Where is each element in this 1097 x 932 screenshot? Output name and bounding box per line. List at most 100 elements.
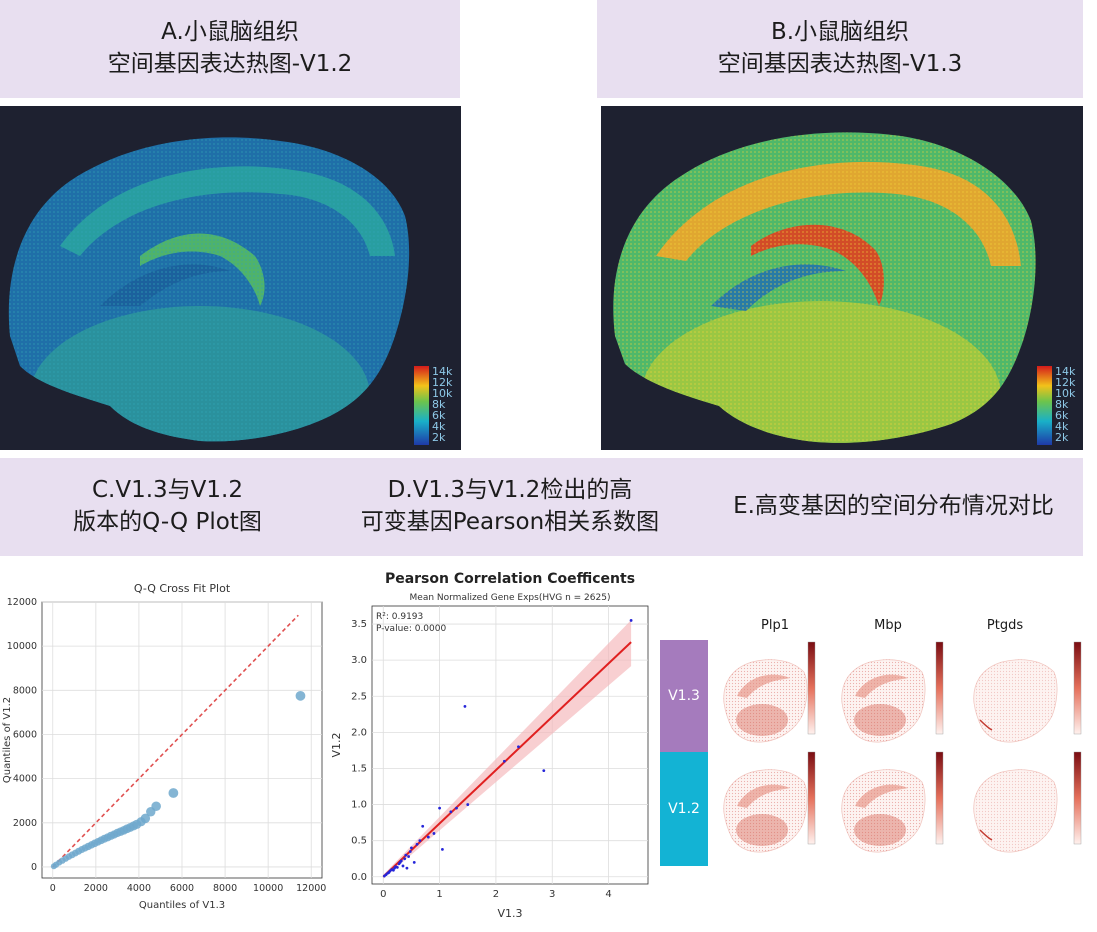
y-tick-label: 0.0 (351, 872, 367, 883)
scatter-point (418, 839, 422, 843)
spatial-map (723, 769, 808, 853)
qq-point (116, 827, 125, 836)
scatter-point (542, 769, 546, 773)
qq-point (122, 824, 132, 834)
legend-8k: 8k (1055, 398, 1069, 411)
x-tick-label: 0 (50, 883, 56, 894)
heatmap-v13-colorbar (1037, 366, 1052, 445)
qq-point (119, 826, 129, 835)
qq-point (132, 819, 142, 829)
title-d: D.V1.3与V1.2检出的高 可变基因Pearson相关系数图 (335, 474, 685, 538)
qq-point (151, 801, 161, 812)
scatter-point (410, 846, 413, 850)
row-label-v12: V1.2 (660, 752, 708, 866)
scatter-point (466, 803, 470, 806)
y-tick-label: 2000 (13, 818, 37, 829)
scatter-point (463, 704, 467, 708)
colorbar (935, 751, 944, 845)
y-tick-label: 3.5 (351, 619, 367, 630)
scatter-point (403, 857, 407, 861)
qq-point (90, 839, 99, 848)
striatum-region (736, 814, 788, 846)
qq-point (295, 690, 306, 701)
title-e: E.高变基因的空间分布情况对比 (690, 490, 1097, 522)
x-tick-label: 8000 (213, 883, 237, 894)
scatter-point (390, 868, 394, 871)
scatter-point (441, 847, 444, 851)
qq-point (71, 849, 79, 857)
y-tick-label: 2.5 (351, 691, 367, 702)
y-tick-label: 4000 (13, 774, 37, 785)
scatter-point (421, 824, 425, 828)
title-a-line1: A.小鼠脑组织 (161, 19, 299, 45)
qq-point (106, 831, 116, 840)
scatter-point (426, 835, 430, 839)
scatter-point (517, 745, 520, 749)
spatial-map (723, 659, 808, 743)
x-tick-label: 2000 (84, 883, 108, 894)
spatial-map (973, 769, 1058, 853)
colorbar (807, 641, 816, 735)
scatter-point (438, 806, 441, 810)
spatial-map (841, 769, 926, 853)
x-tick-label: 12000 (296, 883, 326, 894)
scatter-point (394, 865, 398, 869)
y-tick-label: 1.0 (351, 800, 367, 811)
title-a: A.小鼠脑组织 空间基因表达热图-V1.2 (0, 16, 460, 80)
legend-14k: 14k (1055, 365, 1076, 378)
colorbar (807, 751, 816, 845)
title-a-line2: 空间基因表达热图-V1.2 (107, 51, 353, 77)
title-b-line2: 空间基因表达热图-V1.3 (717, 51, 963, 77)
qq-point (50, 863, 57, 870)
expression-dots (973, 659, 1058, 743)
qq-point (146, 807, 156, 817)
banner-cde (0, 458, 1083, 556)
x-tick-label: 4 (605, 889, 611, 900)
y-tick-label: 3.0 (351, 655, 367, 666)
confidence-band (383, 620, 632, 879)
title-c: C.V1.3与V1.2 版本的Q-Q Plot图 (0, 474, 335, 538)
chart-title: Q-Q Cross Fit Plot (134, 582, 231, 595)
r2-annotation: R²: 0.9193 (376, 612, 423, 622)
meninges-signal (979, 829, 993, 841)
heatmap-v13: 14k 12k 10k 8k 6k 4k 2k (601, 106, 1083, 450)
scatter-point (502, 759, 506, 763)
title-d-line2: 可变基因Pearson相关系数图 (360, 509, 660, 535)
qq-point (103, 833, 112, 842)
qq-point (136, 817, 146, 827)
expression-dots (723, 659, 808, 743)
heatmap-v12: 14k 12k 10k 8k 6k 4k 2k (0, 106, 461, 450)
white-matter-tract (855, 674, 908, 698)
reference-line (52, 614, 299, 868)
spatial-map (973, 659, 1058, 743)
y-tick-label: 0.5 (351, 836, 367, 847)
expression-dots (841, 659, 926, 743)
title-d-line1: D.V1.3与V1.2检出的高 (387, 477, 633, 503)
legend-4k: 4k (1055, 420, 1069, 433)
row-label-v12-text: V1.2 (668, 801, 700, 817)
title-c-line1: C.V1.3与V1.2 (92, 477, 243, 503)
chart-title: Pearson Correlation Coefficents (385, 571, 635, 587)
row-label-v13-text: V1.3 (668, 688, 700, 704)
y-axis-label: V1.2 (330, 732, 343, 757)
plot-frame (41, 601, 323, 879)
y-axis-label: Quantiles of V1.2 (2, 697, 13, 783)
expression-dots (723, 769, 808, 853)
qq-point (129, 821, 139, 831)
heatmap-v13-tissue (613, 132, 1036, 443)
legend-4k: 4k (432, 420, 446, 433)
row-label-v13: V1.3 (660, 640, 708, 752)
qq-point (81, 844, 89, 852)
pvalue-annotation: P-value: 0.0000 (376, 624, 446, 634)
scatter-point (387, 871, 391, 874)
scatter-point (393, 866, 396, 870)
chart-subtitle: Mean Normalized Gene Exps(HVG n = 2625) (410, 593, 611, 603)
scatter-point (412, 860, 416, 864)
scatter-point (415, 842, 419, 846)
x-tick-label: 1 (436, 889, 442, 900)
qq-point (87, 841, 96, 849)
white-matter-tract (855, 784, 908, 808)
qq-point (94, 837, 102, 846)
y-tick-label: 6000 (13, 729, 37, 740)
qq-point (52, 861, 60, 868)
